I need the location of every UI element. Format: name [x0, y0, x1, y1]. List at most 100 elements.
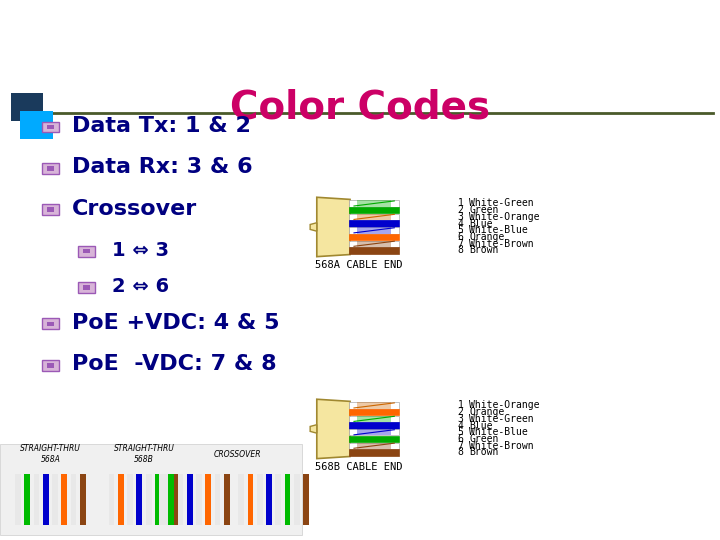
Text: 3: 3	[458, 414, 464, 424]
FancyBboxPatch shape	[42, 163, 59, 174]
FancyBboxPatch shape	[42, 319, 59, 329]
FancyBboxPatch shape	[11, 93, 43, 121]
Text: Cabling: Cabling	[9, 12, 73, 27]
Text: STRAIGHT-THRU
568B: STRAIGHT-THRU 568B	[114, 444, 174, 464]
Bar	[257, 474, 263, 525]
Text: 2 ⇔ 6: 2 ⇔ 6	[112, 277, 168, 296]
Text: 1: 1	[458, 199, 464, 208]
FancyBboxPatch shape	[83, 285, 90, 290]
Bar	[145, 474, 151, 525]
Text: 8: 8	[458, 246, 464, 255]
Bar	[357, 240, 391, 247]
Text: 5: 5	[458, 225, 464, 235]
Bar	[137, 474, 143, 525]
Text: STRAIGHT-THRU
568A: STRAIGHT-THRU 568A	[20, 444, 81, 464]
Text: 6: 6	[458, 232, 464, 242]
Text: 568A CABLE END: 568A CABLE END	[315, 260, 402, 270]
Bar	[61, 474, 67, 525]
Bar	[196, 474, 202, 525]
FancyBboxPatch shape	[47, 321, 54, 326]
Text: 3: 3	[458, 212, 464, 222]
Polygon shape	[317, 399, 350, 458]
Bar	[349, 227, 400, 233]
Bar	[357, 200, 391, 207]
Bar	[187, 474, 193, 525]
Polygon shape	[310, 424, 317, 433]
Text: 4: 4	[458, 421, 464, 430]
Bar	[349, 422, 400, 429]
Bar	[349, 402, 400, 409]
Bar	[43, 474, 49, 525]
Bar	[205, 474, 211, 525]
FancyBboxPatch shape	[20, 111, 53, 139]
Bar	[349, 214, 400, 220]
Bar	[349, 442, 400, 449]
FancyBboxPatch shape	[42, 204, 59, 215]
Bar	[127, 474, 133, 525]
FancyBboxPatch shape	[47, 166, 54, 171]
Text: 1: 1	[458, 401, 464, 410]
Text: Brown: Brown	[469, 246, 498, 255]
Text: 568B CABLE END: 568B CABLE END	[315, 462, 402, 472]
Bar	[349, 234, 400, 240]
FancyBboxPatch shape	[78, 282, 95, 293]
Text: White-Orange: White-Orange	[469, 212, 540, 222]
FancyBboxPatch shape	[47, 363, 54, 368]
Bar	[349, 449, 400, 456]
Bar	[224, 474, 230, 525]
Text: 7: 7	[458, 239, 464, 249]
Text: 6: 6	[458, 434, 464, 444]
FancyBboxPatch shape	[42, 360, 59, 371]
Bar	[349, 436, 400, 442]
Bar	[71, 474, 76, 525]
Bar	[275, 474, 281, 525]
Text: Green: Green	[469, 205, 498, 215]
Bar	[357, 214, 391, 220]
FancyBboxPatch shape	[47, 125, 54, 129]
Text: Brown: Brown	[469, 448, 498, 457]
Bar	[303, 474, 309, 525]
Bar	[34, 474, 40, 525]
Text: White-Brown: White-Brown	[469, 239, 534, 249]
Text: Blue: Blue	[469, 421, 492, 430]
Bar	[80, 474, 86, 525]
Bar	[349, 429, 400, 435]
Text: White-Orange: White-Orange	[469, 401, 540, 410]
Text: Orange: Orange	[469, 232, 505, 242]
Bar	[357, 429, 391, 435]
Bar	[178, 474, 184, 525]
Bar	[357, 227, 391, 233]
Text: Data Tx: 1 & 2: Data Tx: 1 & 2	[72, 116, 251, 136]
FancyBboxPatch shape	[42, 122, 59, 132]
Text: Crossover: Crossover	[72, 199, 197, 219]
Text: PoE  -VDC: 7 & 8: PoE -VDC: 7 & 8	[72, 354, 276, 374]
Bar	[164, 474, 170, 525]
Bar	[349, 416, 400, 422]
Text: White-Green: White-Green	[469, 414, 534, 424]
Text: 7: 7	[458, 441, 464, 451]
Text: White-Blue: White-Blue	[469, 225, 528, 235]
Text: Blue: Blue	[469, 219, 492, 228]
Bar	[357, 416, 391, 422]
Text: 2: 2	[458, 407, 464, 417]
Bar	[174, 474, 179, 525]
Bar	[0, 444, 302, 535]
Bar	[349, 247, 400, 254]
Bar	[266, 474, 272, 525]
Bar	[248, 474, 253, 525]
Bar	[118, 474, 124, 525]
FancyBboxPatch shape	[78, 246, 95, 256]
Polygon shape	[310, 222, 317, 231]
Text: White-Green: White-Green	[469, 199, 534, 208]
FancyBboxPatch shape	[83, 249, 90, 253]
Text: White-Blue: White-Blue	[469, 427, 528, 437]
Bar	[52, 474, 58, 525]
Text: Color Codes: Color Codes	[230, 88, 490, 126]
Bar	[215, 474, 220, 525]
Bar	[238, 474, 244, 525]
Bar	[155, 474, 161, 525]
Bar	[349, 240, 400, 247]
Bar	[109, 474, 114, 525]
Text: Data Rx: 3 & 6: Data Rx: 3 & 6	[72, 157, 253, 177]
Text: 1 ⇔ 3: 1 ⇔ 3	[112, 241, 168, 260]
